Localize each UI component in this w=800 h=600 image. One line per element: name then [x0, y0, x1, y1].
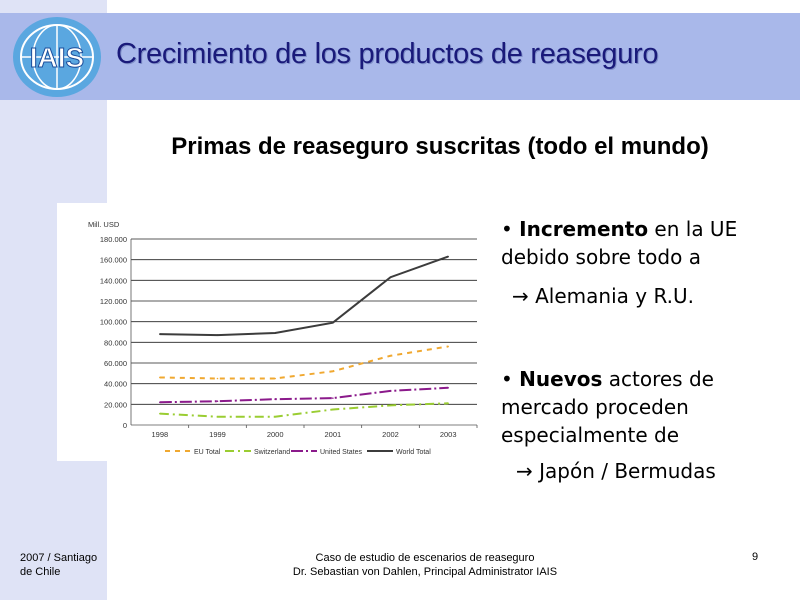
data-point [216, 377, 219, 380]
line-chart: Mill. USD 0 20.000 40.000 60.000 80.000 100.00… [88, 220, 478, 456]
data-point [447, 402, 449, 405]
footer-center: Caso de estudio de escenarios de reasegu… [250, 551, 600, 579]
data-point [159, 333, 161, 335]
x-tick-label: 1998 [151, 430, 168, 439]
legend-label: Switzerland [254, 449, 290, 456]
legend-label: World Total [396, 449, 431, 456]
data-point [216, 415, 219, 418]
series-line-switzerland [159, 402, 449, 418]
footer-left-line1: 2007 / Santiago [20, 552, 98, 564]
y-tick-label: 100.000 [100, 318, 127, 327]
bullet-2-bold: Nuevos [519, 367, 603, 391]
chart-panel: Mill. USD 0 20.000 40.000 60.000 80.000 100.00… [57, 203, 485, 461]
bullet-1: • Incremento en la UE debido sobre todo … [501, 215, 791, 271]
bullet-dot: • [501, 367, 513, 391]
slide-subtitle: Primas de reaseguro suscritas (todo el m… [171, 133, 709, 160]
series-line-united-states [159, 386, 449, 404]
header-bar [0, 13, 800, 100]
x-tick-label: 2001 [324, 430, 341, 439]
legend-label: United States [320, 449, 363, 456]
bullet-1-sub: → Alemania y R.U. [512, 282, 694, 310]
y-tick-label: 40.000 [104, 380, 127, 389]
bullet-dot: • [501, 217, 513, 241]
data-point [389, 390, 392, 392]
footer-left: 2007 / Santiago de Chile [20, 551, 97, 579]
iais-logo: IAIS [13, 17, 101, 97]
arrow-right-icon: → [512, 284, 529, 308]
x-tick-label: 2002 [382, 430, 399, 439]
x-tick-label: 2000 [267, 430, 284, 439]
logo-text: IAIS [30, 42, 84, 73]
data-point [216, 400, 219, 403]
data-point [159, 376, 161, 379]
data-point [274, 332, 276, 334]
footer-left-line2: de Chile [20, 566, 61, 578]
footer-center-line1: Caso de estudio de escenarios de reasegu… [315, 552, 535, 564]
x-tick-label: 1999 [209, 430, 226, 439]
bullet-2-text: actores de mercado proceden especialment… [501, 367, 714, 447]
data-point [447, 345, 449, 348]
bullet-2: • Nuevos actores de mercado proceden esp… [501, 365, 791, 449]
y-axis-label: Mill. USD [88, 220, 120, 229]
data-point [389, 404, 392, 407]
y-tick-label: 20.000 [104, 400, 127, 409]
data-point [389, 354, 392, 357]
page-number: 9 [752, 551, 759, 563]
series-line-world-total [159, 255, 449, 337]
data-point [389, 276, 392, 279]
data-point [332, 397, 334, 399]
y-tick-label: 80.000 [104, 338, 127, 347]
y-tick-label: 160.000 [100, 256, 127, 265]
y-tick-label: 140.000 [100, 276, 127, 285]
bullet-1-bold: Incremento [519, 217, 649, 241]
data-point [332, 370, 334, 373]
arrow-right-icon: → [516, 459, 533, 483]
data-point [274, 415, 276, 418]
data-point [332, 321, 334, 324]
bullet-2-sub: → Japón / Bermudas [516, 457, 716, 485]
bullet-1-text: en la UE debido sobre todo a [501, 217, 738, 269]
data-point [159, 412, 161, 415]
data-point [447, 255, 449, 258]
data-point [274, 398, 276, 400]
series-line-eu-total [159, 345, 449, 380]
data-point [216, 334, 219, 336]
data-point [159, 401, 161, 404]
legend-label: EU Total [194, 449, 221, 456]
x-tick-label: 2003 [440, 430, 457, 439]
data-point [447, 387, 449, 389]
y-tick-label: 0 [123, 421, 127, 430]
footer-center-line2: Dr. Sebastian von Dahlen, Principal Admi… [292, 566, 558, 578]
y-tick-label: 180.000 [100, 235, 127, 244]
bullet-1-sub-text: Alemania y R.U. [535, 284, 694, 308]
y-tick-label: 120.000 [100, 297, 127, 306]
data-point [332, 408, 334, 411]
y-tick-label: 60.000 [104, 359, 127, 368]
slide-title: Crecimiento de los productos de reasegur… [116, 38, 659, 70]
bullet-2-sub-text: Japón / Bermudas [539, 459, 716, 483]
data-point [274, 377, 276, 380]
